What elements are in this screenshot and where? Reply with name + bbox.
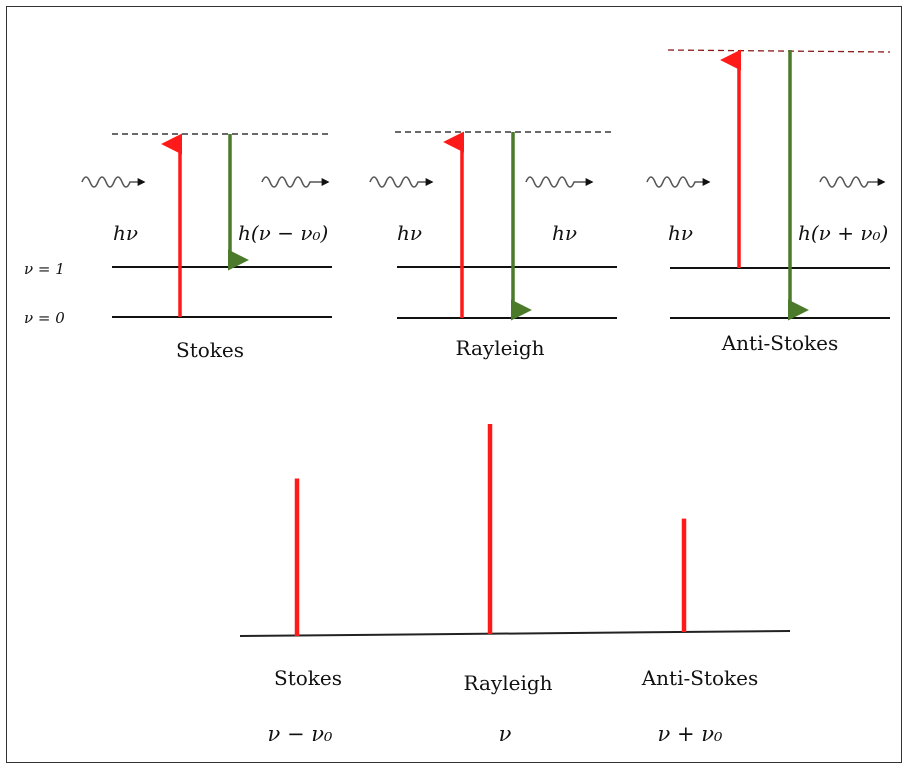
incident-energy-label: hν	[113, 221, 138, 245]
spectrum-label-rayleigh: Rayleigh	[463, 671, 552, 695]
process-name: Anti-Stokes	[721, 331, 839, 355]
scattered-photon-wave	[525, 176, 594, 188]
rayleigh-panel: hν hν Rayleigh	[369, 131, 617, 360]
spectrum-label-stokes: Stokes	[274, 666, 342, 690]
spectrum-freq-rayleigh: ν	[499, 722, 512, 746]
incident-energy-label: hν	[668, 221, 693, 245]
spectrum-freq-stokes: ν − ν₀	[268, 722, 333, 746]
incident-photon-wave	[369, 176, 434, 188]
scattered-energy-label: hν	[552, 221, 577, 245]
virtual-level	[667, 49, 891, 53]
scattered-photon-wave	[819, 176, 886, 188]
process-name: Stokes	[176, 338, 244, 362]
spectrum: Stokes Rayleigh Anti-Stokes ν − ν₀ ν ν +…	[239, 424, 791, 746]
level-label-lower: ν = 0	[24, 309, 65, 327]
scattered-energy-label: h(ν − ν₀)	[238, 221, 328, 245]
incident-photon-wave	[646, 176, 711, 188]
spectrum-label-anti-stokes: Anti-Stokes	[641, 666, 759, 690]
incident-photon-wave	[81, 176, 146, 188]
stokes-panel: hν h(ν − ν₀) Stokes	[81, 133, 332, 362]
spectrum-freq-anti-stokes: ν + ν₀	[658, 722, 723, 746]
process-name: Rayleigh	[455, 336, 544, 360]
spectrum-baseline	[239, 630, 791, 637]
anti-stokes-panel: hν h(ν + ν₀) Anti-Stokes	[646, 49, 891, 355]
scattered-photon-wave	[261, 176, 330, 188]
level-label-upper: ν = 1	[24, 260, 65, 278]
scattered-energy-label: h(ν + ν₀)	[798, 221, 888, 245]
incident-energy-label: hν	[397, 221, 422, 245]
